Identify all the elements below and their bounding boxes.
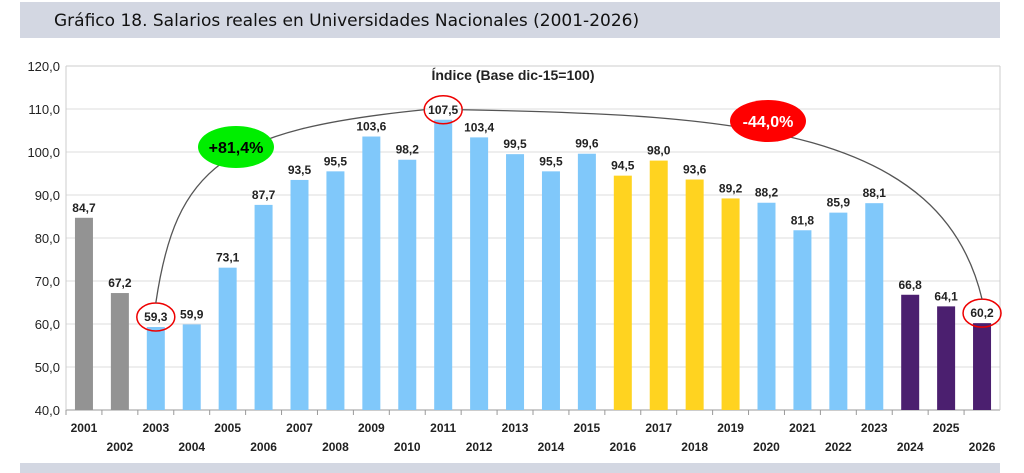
bar-2020 (757, 202, 776, 410)
bar-2009 (362, 136, 381, 410)
data-label: 95,5 (539, 154, 563, 168)
x-tick-label: 2025 (933, 421, 960, 435)
bar-2016 (613, 175, 632, 410)
x-tick-label: 2016 (609, 440, 636, 454)
data-label: 98,2 (396, 143, 420, 157)
x-tick-label: 2005 (214, 421, 241, 435)
data-label: 88,2 (755, 186, 779, 200)
bottom-bar (20, 463, 1000, 473)
data-label: 81,8 (791, 213, 815, 227)
y-tick-label: 40,0 (35, 403, 60, 418)
bar-2003 (146, 327, 165, 410)
y-tick-label: 110,0 (28, 102, 60, 117)
data-label: 99,6 (575, 137, 599, 151)
bar-2005 (218, 267, 237, 410)
bar-2024 (901, 294, 920, 410)
bar-2001 (74, 217, 93, 410)
bar-2014 (541, 171, 560, 410)
bar-2026 (973, 323, 992, 410)
x-tick-label: 2006 (250, 440, 277, 454)
x-tick-label: 2024 (897, 440, 924, 454)
annotation-oval (730, 100, 806, 142)
data-label: 93,5 (288, 163, 312, 177)
bar-2013 (506, 154, 525, 410)
increase-curve (155, 109, 425, 304)
bar-2002 (110, 293, 129, 410)
data-label: 89,2 (719, 181, 743, 195)
data-label: 103,6 (356, 120, 386, 134)
x-tick-label: 2017 (645, 421, 672, 435)
chart-title: Gráfico 18. Salarios reales en Universid… (54, 11, 640, 31)
data-label: 67,2 (108, 276, 132, 290)
data-label: 85,9 (827, 196, 851, 210)
x-tick-label: 2014 (538, 440, 565, 454)
decrease-curve (462, 109, 983, 300)
x-tick-label: 2002 (107, 440, 134, 454)
y-tick-label: 50,0 (35, 360, 60, 375)
annotation-oval (198, 126, 274, 168)
bar-2012 (470, 137, 489, 410)
y-tick-label: 120,0 (27, 59, 60, 74)
x-tick-label: 2019 (717, 421, 744, 435)
bar-2022 (829, 212, 848, 410)
bar-2004 (182, 324, 201, 410)
bar-2008 (326, 171, 345, 410)
data-label: 94,5 (611, 159, 635, 173)
data-label: 64,1 (934, 289, 958, 303)
x-tick-label: 2018 (681, 440, 708, 454)
x-tick-label: 2022 (825, 440, 852, 454)
title-bar: Gráfico 18. Salarios reales en Universid… (20, 2, 1000, 38)
data-label: 59,9 (180, 307, 204, 321)
x-tick-label: 2020 (753, 440, 780, 454)
bar-2007 (290, 179, 309, 410)
x-tick-label: 2021 (789, 421, 816, 435)
bar-2006 (254, 204, 273, 410)
x-tick-label: 2009 (358, 421, 385, 435)
x-tick-label: 2004 (178, 440, 205, 454)
bar-2015 (577, 153, 596, 410)
data-label: 93,6 (683, 163, 707, 177)
bar-2011 (434, 119, 453, 410)
bar-2018 (685, 179, 704, 410)
bar-2019 (721, 198, 740, 410)
data-label: 59,3 (144, 310, 168, 324)
y-tick-label: 100,0 (27, 145, 60, 160)
y-tick-label: 60,0 (35, 317, 60, 332)
bar-2021 (793, 230, 812, 410)
data-label: 84,7 (72, 201, 96, 215)
y-tick-label: 80,0 (35, 231, 60, 246)
bar-2017 (649, 160, 668, 410)
x-tick-label: 2008 (322, 440, 349, 454)
x-tick-label: 2011 (430, 421, 456, 435)
bar-2023 (865, 203, 884, 410)
data-label: 99,5 (503, 137, 527, 151)
data-label: 95,5 (324, 154, 348, 168)
data-label: 98,0 (647, 144, 671, 158)
data-label: 60,2 (970, 306, 994, 320)
data-label: 73,1 (216, 251, 240, 265)
chart-subtitle: Índice (Base dic-15=100) (431, 67, 594, 83)
x-tick-label: 2003 (142, 421, 169, 435)
x-tick-label: 2001 (71, 421, 98, 435)
data-label: 66,8 (899, 278, 923, 292)
x-tick-label: 2012 (466, 440, 493, 454)
y-tick-label: 90,0 (35, 188, 60, 203)
annotation-text: +81,4% (209, 140, 264, 157)
data-label: 107,5 (428, 103, 458, 117)
bar-2025 (937, 306, 956, 410)
x-tick-label: 2015 (574, 421, 601, 435)
data-label: 103,4 (464, 120, 494, 134)
annotation-text: -44,0% (743, 114, 794, 131)
x-tick-label: 2026 (969, 440, 996, 454)
data-label: 87,7 (252, 188, 276, 202)
bar-2010 (398, 159, 417, 410)
x-tick-label: 2013 (502, 421, 529, 435)
x-tick-label: 2010 (394, 440, 421, 454)
data-label: 88,1 (863, 186, 887, 200)
x-tick-label: 2007 (286, 421, 313, 435)
y-tick-label: 70,0 (35, 274, 60, 289)
x-tick-label: 2023 (861, 421, 888, 435)
